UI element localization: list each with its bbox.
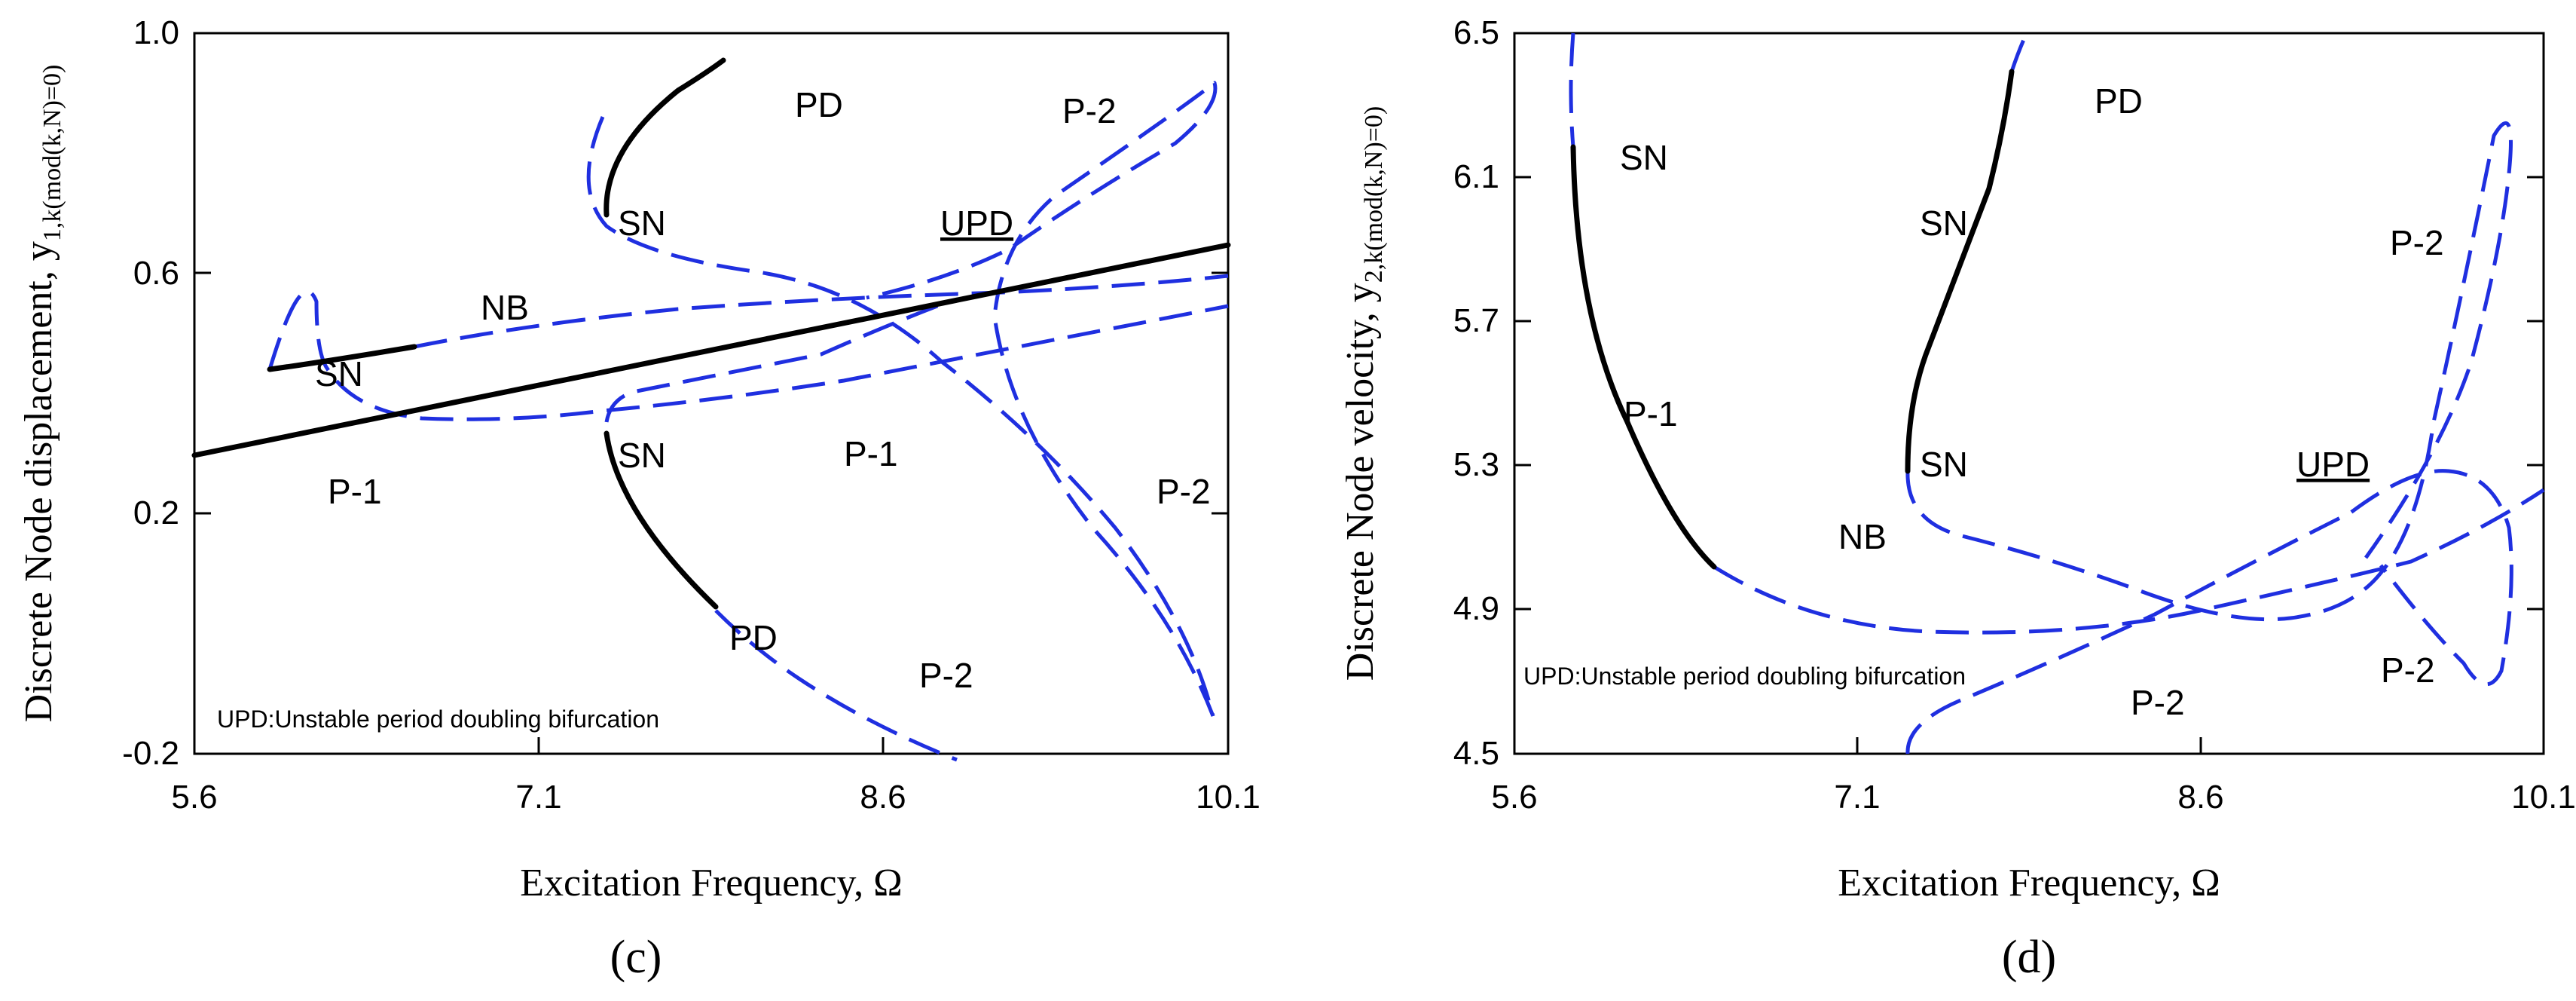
unstable-nb-branch-c <box>414 274 1229 349</box>
annotation: SN <box>315 354 363 393</box>
y-tick-label: 0.2 <box>133 494 179 531</box>
annotation: P-2 <box>1157 472 1211 511</box>
plot-frame-c <box>193 32 1230 755</box>
note-upd: UPD:Unstable period doubling bifurcation <box>1523 663 1966 690</box>
unstable-pd-top-d <box>2009 32 2029 72</box>
x-tick-label: 5.6 <box>1491 779 1537 816</box>
annotation: SN <box>618 204 666 243</box>
stable-left-branch-d <box>1570 144 1717 570</box>
annotation: UPD <box>940 204 1013 243</box>
note-upd: UPD:Unstable period doubling bifurcation <box>217 706 659 733</box>
ticks-c <box>194 32 1228 755</box>
annotation: SN <box>1920 445 1968 484</box>
y-tick-label: -0.2 <box>122 735 179 772</box>
annotation: P-2 <box>2131 683 2185 722</box>
x-tick-label: 7.1 <box>1834 779 1880 816</box>
unstable-pd-lower-c <box>714 609 958 762</box>
annotation: SN <box>1920 204 1968 243</box>
annotation: P-2 <box>2381 650 2435 690</box>
annotation: PD <box>2095 81 2143 121</box>
annotation: PD <box>795 85 843 124</box>
x-tick-label: 10.1 <box>2511 779 2576 816</box>
annotation: P-1 <box>844 434 898 473</box>
y-axis-title-main: Discrete Node velocity, y <box>1339 283 1382 681</box>
y-tick-label: 4.9 <box>1453 590 1499 627</box>
annotation: UPD <box>2296 445 2370 484</box>
unstable-nb-branch-d <box>1713 488 2545 635</box>
annotation: P-2 <box>1062 91 1117 130</box>
unstable-p2-d <box>1905 121 2513 622</box>
annotation: P-2 <box>919 656 973 695</box>
stable-p1-line-c <box>191 242 1231 458</box>
x-tick-label: 10.1 <box>1196 779 1260 816</box>
panel-label-c: (c) <box>610 932 662 983</box>
curves-d <box>1569 32 2545 755</box>
unstable-upper-sn-d <box>1569 32 1575 148</box>
y-axis-title-sub: 2,k(mod(k,N)=0) <box>1360 106 1388 283</box>
y-tick-label: 6.1 <box>1453 158 1499 195</box>
annotation: P-1 <box>328 472 382 511</box>
plot-frame-d <box>1513 32 2545 755</box>
annotation: P-2 <box>2390 223 2444 262</box>
annotation: NB <box>1838 517 1887 556</box>
y-tick-label: 1.0 <box>133 14 179 51</box>
x-tick-label: 5.6 <box>171 779 217 816</box>
x-axis-title: Excitation Frequency, Ω <box>1838 862 2220 905</box>
ticks-d <box>1514 32 2544 755</box>
unstable-p2-loop-c <box>866 81 1218 717</box>
unstable-p2-loop-d <box>1905 469 2513 755</box>
panel-label-d: (d) <box>2002 932 2056 983</box>
y-tick-label: 5.3 <box>1453 446 1499 483</box>
curves-c <box>191 57 1231 762</box>
x-axis-title: Excitation Frequency, Ω <box>520 862 902 905</box>
annotation: P-1 <box>1624 394 1678 433</box>
y-tick-label: 5.7 <box>1453 302 1499 339</box>
stable-left-branch-c <box>267 344 417 372</box>
stable-right-branch-d <box>1905 69 2015 474</box>
y-axis-title-main: Discrete Node displacement, y <box>17 241 60 722</box>
panel-d: 6.5 6.1 5.7 5.3 4.9 4.5 5.6 7.1 8.6 10.1… <box>1339 14 2576 983</box>
y-tick-label: 0.6 <box>133 255 179 292</box>
annotation: SN <box>618 436 666 475</box>
y-axis-title: Discrete Node velocity, y2,k(mod(k,N)=0) <box>1339 106 1388 681</box>
y-axis-title-sub: 1,k(mod(k,N)=0) <box>38 65 66 241</box>
unstable-upper-branch-c <box>586 116 1215 717</box>
annotation: PD <box>729 618 778 657</box>
y-axis-title: Discrete Node displacement, y1,k(mod(k,N… <box>17 65 66 723</box>
unstable-lower-branch-c <box>267 289 1229 421</box>
y-tick-label: 4.5 <box>1453 735 1499 772</box>
x-tick-label: 7.1 <box>515 779 561 816</box>
stable-lower-branch-c <box>604 430 719 610</box>
unstable-sn-lower-c <box>604 299 950 423</box>
stable-upper-branch-c <box>604 57 726 218</box>
x-tick-label: 8.6 <box>860 779 906 816</box>
annotation: NB <box>481 288 529 327</box>
panel-c: 1.0 0.6 0.2 -0.2 5.6 7.1 8.6 10.1 PD P-2… <box>17 14 1260 983</box>
annotation: SN <box>1620 138 1668 177</box>
x-tick-label: 8.6 <box>2177 779 2223 816</box>
y-tick-label: 6.5 <box>1453 14 1499 51</box>
